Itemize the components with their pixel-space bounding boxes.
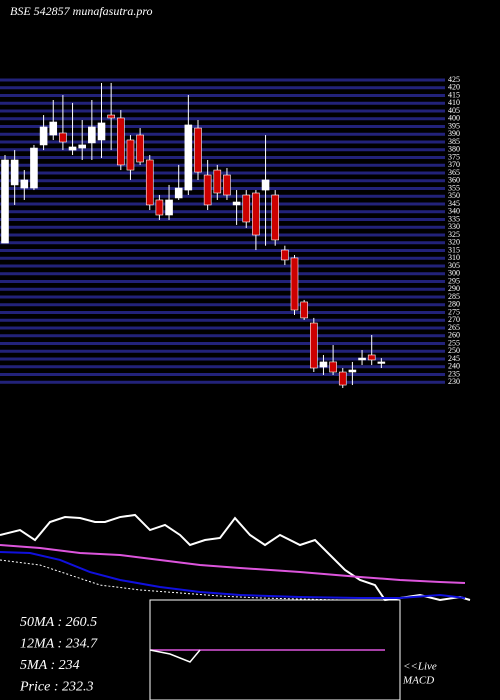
y-tick-label: 350: [448, 191, 460, 200]
y-tick-label: 395: [448, 121, 460, 130]
y-tick-label: 340: [448, 207, 460, 216]
y-tick-label: 385: [448, 137, 460, 146]
y-tick-label: 360: [448, 176, 460, 185]
candle-body: [68, 146, 77, 151]
macd-label: <<Live: [403, 661, 437, 673]
indicator-line: [0, 513, 471, 602]
candle-body: [174, 187, 183, 199]
y-tick-label: 415: [448, 90, 460, 99]
candle-body: [203, 174, 212, 206]
y-tick-label: 280: [448, 300, 460, 309]
y-tick-label: 335: [448, 214, 460, 223]
y-tick-label: 235: [448, 369, 460, 378]
y-tick-label: 425: [448, 75, 460, 84]
legend-text: 50MA : 260.5: [20, 615, 97, 630]
candle-body: [271, 194, 280, 241]
candle-body: [20, 179, 29, 189]
candle-body: [49, 121, 58, 136]
y-tick-label: 390: [448, 129, 460, 138]
candle-body: [88, 126, 96, 144]
candle-body: [281, 249, 289, 261]
candle-body: [194, 127, 202, 173]
y-tick-label: 320: [448, 238, 460, 247]
chart-title: BSE 542857 munafasutra.pro: [10, 4, 153, 18]
candle-body: [184, 124, 193, 191]
indicator-line: [0, 551, 466, 600]
y-tick-label: 300: [448, 269, 460, 278]
y-tick-label: 285: [448, 292, 460, 301]
candle-body: [367, 354, 376, 361]
candle-body: [107, 114, 115, 119]
candle-body: [300, 301, 308, 319]
y-tick-label: 230: [448, 377, 460, 386]
candle-body: [10, 159, 19, 186]
y-tick-label: 255: [448, 338, 460, 347]
y-tick-label: 270: [448, 315, 460, 324]
y-tick-label: 315: [448, 245, 460, 254]
candle-body: [155, 199, 164, 216]
legend-text: 12MA : 234.7: [20, 637, 98, 652]
y-tick-label: 290: [448, 284, 460, 293]
candle-body: [309, 322, 318, 369]
candle-body: [252, 192, 260, 236]
candle-body: [358, 357, 366, 361]
y-tick-label: 420: [448, 83, 460, 92]
candle-body: [329, 361, 337, 373]
indicator-line: [0, 543, 466, 585]
candle-body: [1, 159, 9, 244]
candle-body: [338, 371, 347, 386]
candle-body: [242, 194, 251, 223]
y-tick-label: 295: [448, 276, 460, 285]
y-tick-label: 355: [448, 183, 460, 192]
legend-text: Price : 232.3: [19, 680, 93, 695]
y-tick-label: 380: [448, 145, 460, 154]
candle-body: [223, 174, 231, 196]
candle-body: [59, 132, 67, 143]
y-tick-label: 370: [448, 160, 460, 169]
y-tick-label: 275: [448, 307, 460, 316]
candle-body: [126, 139, 135, 171]
y-tick-label: 260: [448, 331, 460, 340]
candle-body: [165, 199, 173, 216]
candle-body: [39, 126, 48, 146]
candle-body: [117, 117, 125, 166]
candle-body: [290, 257, 299, 311]
y-tick-label: 410: [448, 98, 460, 107]
candle-body: [30, 147, 38, 189]
y-tick-label: 305: [448, 261, 460, 270]
y-tick-label: 325: [448, 230, 460, 239]
y-tick-label: 365: [448, 168, 460, 177]
y-tick-label: 240: [448, 362, 460, 371]
candle-body: [97, 122, 106, 141]
candle-body: [319, 361, 328, 368]
y-tick-label: 375: [448, 152, 460, 161]
candle-body: [145, 159, 154, 206]
y-tick-label: 400: [448, 114, 460, 123]
candle-body: [213, 169, 222, 194]
y-tick-label: 245: [448, 354, 460, 363]
y-tick-label: 345: [448, 199, 460, 208]
y-tick-label: 310: [448, 253, 460, 262]
y-tick-label: 250: [448, 346, 460, 355]
y-tick-label: 330: [448, 222, 460, 231]
legend-text: 5MA : 234: [20, 658, 80, 673]
macd-line: [149, 649, 201, 663]
y-tick-label: 265: [448, 323, 460, 332]
candle-body: [136, 134, 144, 163]
candle-body: [348, 369, 357, 373]
macd-label: MACD: [402, 675, 434, 687]
y-tick-label: 405: [448, 106, 460, 115]
indicator-line: [0, 559, 380, 601]
candle-body: [377, 361, 386, 364]
candle-body: [261, 179, 270, 191]
candle-body: [78, 144, 86, 149]
candle-body: [232, 201, 241, 206]
